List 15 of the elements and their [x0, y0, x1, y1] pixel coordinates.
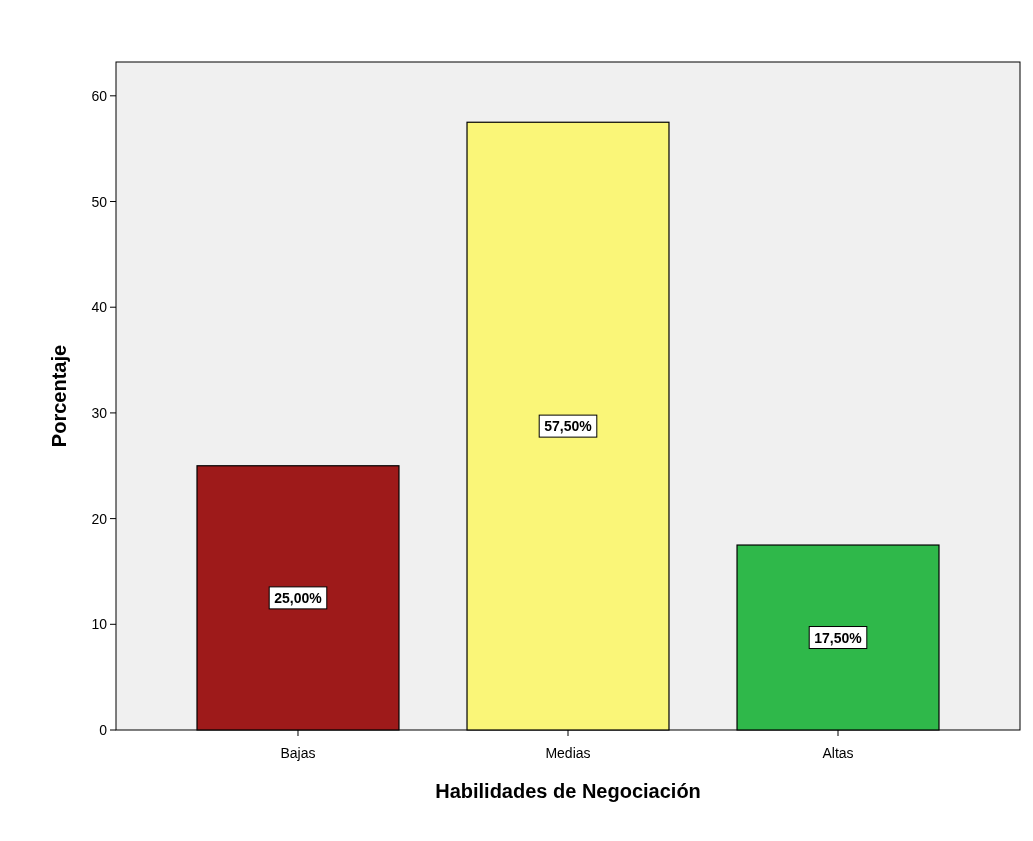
- y-tick-label: 60: [91, 87, 108, 104]
- y-tick-label: 0: [99, 722, 108, 738]
- y-axis-title: Porcentaje: [48, 344, 70, 448]
- y-tick-label: 10: [91, 616, 108, 633]
- y-tick-label: 30: [91, 404, 108, 421]
- data-label: 17,50%: [814, 629, 863, 646]
- x-tick-label: Bajas: [280, 745, 316, 761]
- x-tick-label: Altas: [822, 745, 854, 761]
- x-axis-title: Habilidades de Negociación: [435, 780, 701, 802]
- y-tick-label: 50: [91, 193, 108, 210]
- y-tick-label: 20: [91, 510, 108, 527]
- data-label: 57,50%: [544, 418, 593, 435]
- data-label: 25,00%: [274, 589, 323, 606]
- y-tick-label: 40: [91, 299, 108, 316]
- x-tick-label: Medias: [545, 745, 591, 761]
